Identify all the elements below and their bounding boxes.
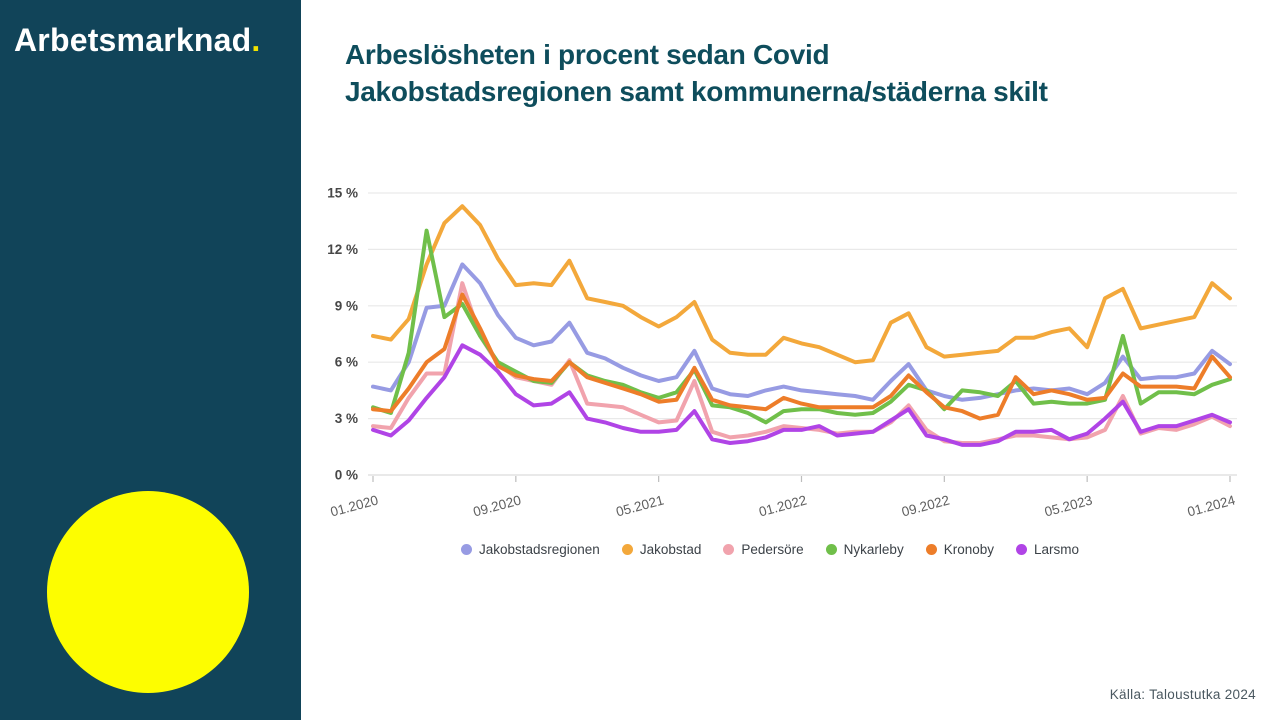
legend-item-nykarleby: Nykarleby [825,542,904,557]
legend-item-larsmo: Larsmo [1016,542,1079,557]
legend-dot-kronoby [925,544,937,555]
legend-dot-jakobstad [621,544,633,555]
legend-item-jakobstad: Jakobstad [621,542,702,557]
legend-item-jakobstadsregionen: Jakobstadsregionen [460,542,600,557]
x-axis-tick-label: 09.2022 [900,492,951,519]
legend-label: Kronoby [943,542,994,557]
legend-label: Jakobstadsregionen [478,542,600,557]
legend-dot-pedersöre [723,544,735,555]
page-title: Arbeslösheten i procent sedan Covid Jako… [345,36,1048,110]
x-axis-tick-label: 01.2022 [757,492,808,519]
brand-logo-dot: . [251,22,261,58]
x-axis-tick-label: 05.2023 [1043,492,1094,519]
source-note: Källa: Taloustutka 2024 [1109,687,1256,702]
page-title-line1: Arbeslösheten i procent sedan Covid [345,39,830,70]
series-line-jakobstad [371,204,1232,365]
legend-label: Jakobstad [639,542,702,557]
sidebar: Arbetsmarknad. [0,0,301,720]
y-axis-tick-label: 6 % [335,355,358,370]
decorative-yellow-circle [47,491,249,693]
x-axis-tick-label: 09.2020 [472,492,523,519]
x-axis-tick-label: 01.2020 [329,492,380,519]
y-axis-tick-label: 12 % [327,242,358,257]
unemployment-line-chart: 0 % 3 % 6 % 9 % 12 % 15 % 01.2020 09.2020 05.202… [300,170,1260,570]
legend-item-pedersöre: Pedersöre [723,542,804,557]
legend-label: Larsmo [1034,542,1080,557]
chart-legend: Jakobstadsregionen Jakobstad Pedersöre Nyka… [300,542,1240,557]
legend-dot-larsmo [1016,544,1027,555]
y-axis-tick-label: 3 % [335,411,358,426]
y-axis-tick-label: 15 % [327,186,358,201]
x-axis-tick-label: 01.2024 [1186,492,1237,519]
chart-canvas: 0 % 3 % 6 % 9 % 12 % 15 % 01.2020 09.2020 05.202… [327,186,1237,520]
y-axis-tick-label: 0 % [335,468,358,483]
y-axis-tick-label: 9 % [335,298,358,313]
series-line-jakobstadsregionen [371,262,1232,402]
legend-label: Nykarleby [843,542,904,557]
legend-dot-jakobstadsregionen [460,544,472,555]
series-line-larsmo [371,343,1232,447]
brand-logo-text: Arbetsmarknad [14,22,252,58]
x-axis-tick-label: 05.2021 [614,492,665,519]
series-line-kronoby [371,292,1232,421]
page-title-line2: Jakobstadsregionen samt kommunerna/städe… [345,76,1048,107]
series-line-nykarleby [371,228,1232,425]
legend-dot-nykarleby [825,544,837,555]
legend-label: Pedersöre [741,542,804,557]
brand-logo: Arbetsmarknad. [14,22,260,59]
legend-item-kronoby: Kronoby [925,542,994,557]
